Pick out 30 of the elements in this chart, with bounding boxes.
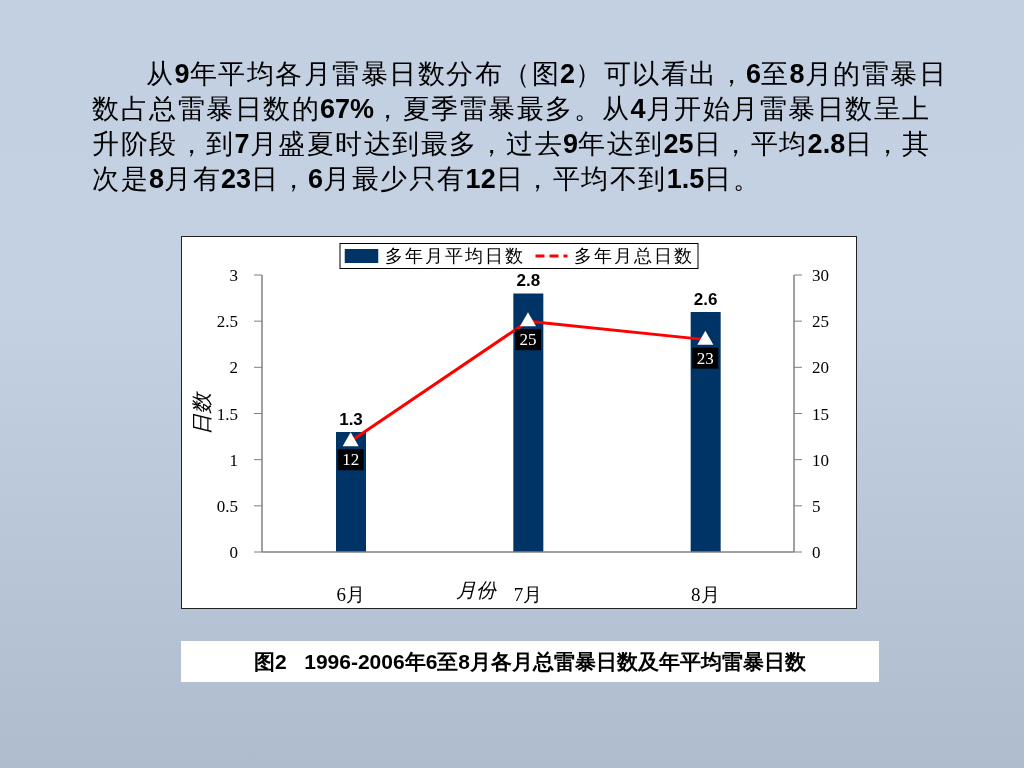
y-tick-label: 0.5: [216, 496, 238, 516]
y2-tick-label: 25: [812, 312, 829, 332]
x-tick-label: 8月: [691, 584, 720, 606]
y2-tick-label: 20: [812, 358, 829, 378]
data-label: 25: [519, 330, 537, 350]
y-tick-label: 2.5: [216, 312, 238, 332]
y-tick-label: 2: [229, 358, 238, 378]
legend-label: 多年月平均日数: [384, 245, 525, 267]
x-axis-title: 月份: [456, 579, 497, 601]
y-tick-label: 1: [229, 450, 238, 470]
text: 图2 1996-2006年6至8月各月总雷暴日数及年平均雷暴日数: [254, 648, 806, 675]
data-label: 1.3: [339, 409, 363, 429]
data-label: 2.6: [693, 289, 718, 309]
y-tick-label: 0: [229, 543, 238, 563]
text: 从9年平均各月雷暴日数分布（图2）可以看出，6至8月的雷暴日数占总雷暴日数的67%，夏季雷暴最多。从4月开始月雷暴日数呈上升阶段，到7月盛夏时达到最多，过去9年达到25日，平均2.8日，其次是8月有23日，6月最少只有12日，平均不到1.5日。: [92, 59, 948, 194]
x-tick-label: 7月: [513, 584, 543, 606]
y2-tick-label: 30: [812, 266, 829, 286]
data-label: 2.8: [516, 271, 541, 291]
legend-label: 多年月总日数: [573, 245, 694, 267]
bar: [513, 293, 544, 552]
data-label: 12: [342, 450, 360, 470]
data-label: 23: [696, 348, 714, 368]
x-tick-label: 6月: [336, 584, 365, 606]
y-tick-label: 1.5: [216, 404, 238, 424]
y2-tick-label: 15: [812, 404, 829, 424]
y2-tick-label: 10: [812, 450, 829, 470]
y-tick-label: 3: [229, 266, 238, 286]
y-axis-title: 日数: [190, 390, 214, 435]
y2-tick-label: 0: [812, 543, 821, 563]
y2-tick-label: 5: [812, 496, 821, 516]
